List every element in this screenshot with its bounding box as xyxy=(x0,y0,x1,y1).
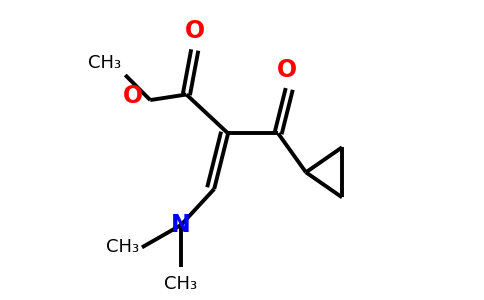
Text: O: O xyxy=(276,58,297,82)
Text: O: O xyxy=(185,19,205,43)
Text: N: N xyxy=(171,213,191,237)
Text: CH₃: CH₃ xyxy=(88,54,121,72)
Text: CH₃: CH₃ xyxy=(106,238,139,256)
Text: CH₃: CH₃ xyxy=(164,275,197,293)
Text: O: O xyxy=(123,84,143,108)
